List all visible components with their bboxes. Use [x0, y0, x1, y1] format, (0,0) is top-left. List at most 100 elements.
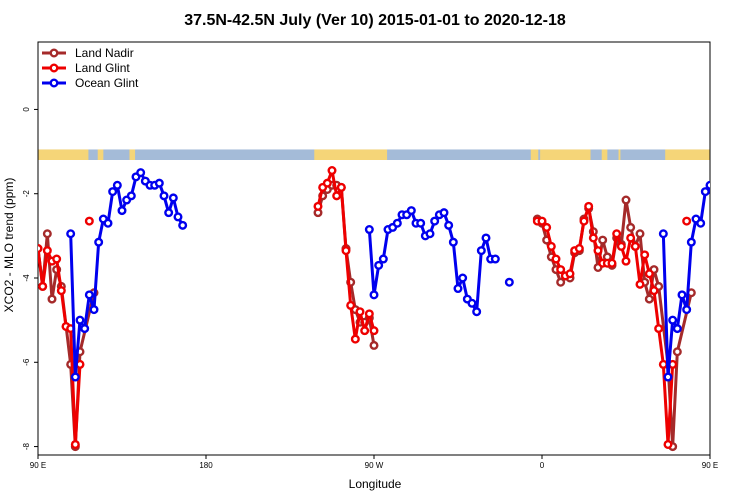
ocean-glint-point [472, 307, 482, 317]
ocean-glint-point [159, 191, 169, 201]
land-glint-point [635, 279, 645, 289]
land-glint-point [621, 256, 631, 266]
series-layer [38, 166, 723, 452]
ocean-glint-point [70, 372, 80, 382]
land-nadir-point [369, 340, 379, 350]
ocean-glint-point [467, 298, 477, 308]
ocean-glint-point [444, 220, 454, 230]
ocean-glint-point [369, 290, 379, 300]
ocean-glint-point [66, 229, 76, 239]
land-glint-point [341, 246, 351, 256]
land-glint-point [630, 241, 640, 251]
y-tick-label: 0 [22, 107, 31, 112]
ocean-glint-point [490, 254, 500, 264]
land-glint-point [588, 233, 598, 243]
ocean-glint-point [430, 216, 440, 226]
x-tick-label: 0 [540, 461, 545, 470]
land-nadir-point [42, 229, 52, 239]
land-glint-point [593, 246, 603, 256]
land-glint-point [574, 243, 584, 253]
land-glint-point [355, 307, 365, 317]
land-glint-series [38, 166, 692, 449]
legend-item: Ocean Glint [42, 76, 139, 90]
ocean-glint-point [672, 324, 682, 334]
ocean-glint-point [458, 273, 468, 283]
land-glint-point [346, 300, 356, 310]
ocean-glint-point [136, 168, 146, 178]
legend-item: Land Nadir [42, 46, 134, 60]
land-glint-point [327, 166, 337, 176]
land-nadir-point [621, 195, 631, 205]
ocean-glint-line [661, 183, 710, 379]
land-glint-point [612, 229, 622, 239]
ocean-glint-point [89, 305, 99, 315]
legend-swatch-marker [49, 78, 59, 88]
ocean-glint-point [425, 229, 435, 239]
land-glint-point [38, 281, 48, 291]
land-segment [601, 149, 608, 160]
land-glint-point [336, 182, 346, 192]
chart-title: 37.5N-42.5N July (Ver 10) 2015-01-01 to … [184, 12, 566, 29]
land-nadir-point [556, 277, 566, 287]
ocean-glint-point [448, 237, 458, 247]
x-axis-label: Longitude [349, 477, 402, 491]
land-glint-point [537, 216, 547, 226]
land-glint-point [551, 254, 561, 264]
legend-item: Land Glint [42, 61, 130, 75]
land-segment [540, 149, 591, 160]
land-nadir-point [635, 229, 645, 239]
ocean-glint-point [80, 324, 90, 334]
y-tick-label: -4 [22, 274, 31, 282]
ocean-glint-point [126, 191, 136, 201]
y-tick-label: -6 [22, 358, 31, 366]
ocean-glint-series [66, 168, 723, 382]
legend-label: Land Glint [75, 61, 130, 75]
ocean-glint-point [705, 180, 710, 190]
x-axis-ticks: 90 E 180 90 W 0 90 E [30, 455, 718, 470]
land-glint-point [42, 246, 52, 256]
x-tick-label: 90 E [30, 461, 46, 470]
land-nadir-point [598, 235, 608, 245]
plot-frame [37, 41, 711, 456]
legend-label: Land Nadir [75, 46, 134, 60]
land-nadir-series [38, 180, 696, 452]
land-segment [530, 149, 539, 160]
land-segment [618, 149, 621, 160]
ocean-glint-point [117, 206, 127, 216]
land-glint-point [332, 191, 342, 201]
land-glint-point [556, 265, 566, 275]
ocean-glint-point [476, 246, 486, 256]
land-glint-point [360, 326, 370, 336]
land-glint-point [350, 334, 360, 344]
land-mask-bar [38, 149, 710, 160]
ocean-glint-point [416, 218, 426, 228]
ocean-glint-point [481, 233, 491, 243]
ocean-glint-point [112, 180, 122, 190]
land-glint-point [607, 258, 617, 268]
land-segment [38, 149, 89, 160]
land-glint-point [654, 324, 664, 334]
land-segment [97, 149, 104, 160]
ocean-glint-point [178, 220, 188, 230]
ocean-glint-point [84, 290, 94, 300]
land-glint-point [542, 222, 552, 232]
land-glint-point [663, 439, 673, 449]
ocean-glint-point [103, 218, 113, 228]
y-axis-label: XCO2 - MLO trend (ppm) [2, 178, 16, 313]
ocean-glint-point [716, 197, 723, 204]
y-axis-ticks: 0 -2 -4 -6 -8 [22, 107, 38, 450]
legend-label: Ocean Glint [75, 76, 139, 90]
ocean-glint-point [168, 193, 178, 203]
ocean-glint-point [453, 284, 463, 294]
land-glint-point [626, 233, 636, 243]
land-nadir-point [644, 294, 654, 304]
x-tick-label: 90 W [365, 461, 384, 470]
land-glint-point [682, 216, 692, 226]
land-segment [129, 149, 136, 160]
legend-swatch-marker [49, 63, 59, 73]
land-glint-point [56, 286, 66, 296]
land-glint-point [364, 309, 374, 319]
land-glint-point [322, 178, 332, 188]
